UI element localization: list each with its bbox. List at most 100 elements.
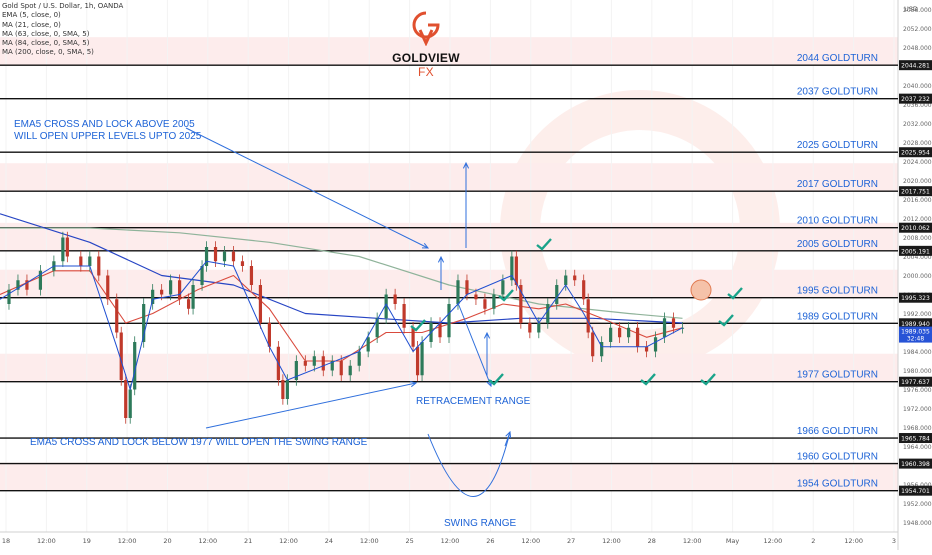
annotation-retracement: RETRACEMENT RANGE bbox=[416, 396, 531, 407]
candle-body-77 bbox=[635, 327, 640, 347]
candle-body-47 bbox=[393, 294, 397, 304]
level-label-2: 2025 GOLDTURN bbox=[797, 140, 878, 151]
y-tick-14: 2000.000 bbox=[903, 273, 932, 280]
candle-body-71 bbox=[586, 299, 590, 333]
level-price-6: 1995.323 bbox=[901, 295, 930, 302]
level-label-5: 2005 GOLDTURN bbox=[797, 239, 878, 250]
candle-body-34 bbox=[281, 380, 285, 399]
current-price-value: 1989.035 bbox=[901, 329, 930, 336]
level-label-1: 2037 GOLDTURN bbox=[797, 87, 878, 98]
y-tick-11: 2012.000 bbox=[903, 216, 932, 223]
level-label-7: 1989 GOLDTURN bbox=[797, 311, 878, 322]
candle-body-11 bbox=[106, 275, 110, 300]
arrow-swing-end-shaft bbox=[504, 431, 511, 447]
current-price-box bbox=[899, 326, 932, 343]
candle-body-10 bbox=[97, 256, 101, 276]
candle-body-44 bbox=[366, 337, 370, 352]
arrow-up-2025-head bbox=[462, 161, 470, 169]
y-tick-1: 2052.000 bbox=[903, 26, 932, 33]
currency-label: USD bbox=[904, 5, 918, 13]
legend-ma84: MA (84, close, 0, SMA, 5) bbox=[2, 39, 90, 48]
x-tick-3: 12:00 bbox=[118, 537, 137, 545]
candle-body-54 bbox=[447, 304, 451, 338]
y-tick-5: 2036.000 bbox=[903, 102, 932, 109]
arrow-lower-note-head bbox=[410, 381, 418, 388]
candle-body-40 bbox=[330, 361, 334, 371]
arrow-retrace-down-shaft bbox=[457, 302, 492, 387]
legend-ma200: MA (200, close, 0, SMA, 5) bbox=[2, 48, 94, 57]
candle-body-7 bbox=[65, 237, 69, 257]
candle-body-4 bbox=[38, 270, 43, 290]
level-label-6: 1995 GOLDTURN bbox=[797, 286, 878, 297]
chart-legend: Gold Spot / U.S. Dollar, 1h, OANDA EMA (… bbox=[2, 2, 123, 58]
candle-body-53 bbox=[438, 323, 442, 338]
candle-body-32 bbox=[267, 323, 271, 347]
level-price-box-2 bbox=[899, 147, 932, 158]
arrow-up-1-head bbox=[437, 255, 445, 263]
candle-body-16 bbox=[133, 342, 137, 390]
y-tick-23: 1964.000 bbox=[903, 444, 932, 451]
candle-body-25 bbox=[204, 247, 209, 266]
level-price-7: 1989.940 bbox=[901, 321, 930, 328]
y-tick-13: 2004.000 bbox=[903, 254, 932, 261]
candle-body-51 bbox=[420, 342, 424, 376]
y-tick-7: 2028.000 bbox=[903, 140, 932, 147]
check-mark-7 bbox=[718, 314, 734, 327]
candle-body-3 bbox=[25, 280, 29, 290]
price-axis-panel bbox=[898, 0, 932, 550]
candle-body-2 bbox=[16, 280, 20, 290]
level-shade-8 bbox=[0, 353, 898, 382]
x-tick-16: 28 bbox=[648, 537, 656, 545]
candle-body-79 bbox=[653, 337, 658, 352]
check-mark-0 bbox=[536, 238, 552, 251]
x-tick-7: 12:00 bbox=[279, 537, 298, 545]
candle-body-78 bbox=[644, 346, 649, 352]
highlight-circle bbox=[690, 279, 712, 301]
candle-body-6 bbox=[61, 237, 65, 262]
candle-body-19 bbox=[160, 289, 164, 295]
level-label-4: 2010 GOLDTURN bbox=[797, 216, 878, 227]
candle-body-9 bbox=[88, 256, 92, 266]
y-tick-26: 1952.000 bbox=[903, 501, 932, 508]
level-price-box-3 bbox=[899, 186, 932, 197]
candle-body-22 bbox=[186, 299, 191, 309]
candle-body-57 bbox=[474, 294, 478, 300]
candle-body-15 bbox=[128, 389, 132, 418]
arrow-upper-note-head bbox=[421, 242, 430, 249]
x-tick-19: 12:00 bbox=[764, 537, 783, 545]
goldview-logo-text: GOLDVIEW FX bbox=[392, 51, 460, 79]
candle-body-26 bbox=[213, 247, 218, 262]
legend-ema5: EMA (5, close, 0) bbox=[2, 11, 61, 20]
y-tick-4: 2040.000 bbox=[903, 83, 932, 90]
x-tick-10: 25 bbox=[405, 537, 413, 545]
ma200-line bbox=[0, 227, 683, 319]
arrow-swing-end-head bbox=[505, 430, 512, 439]
level-price-3: 2017.751 bbox=[901, 189, 930, 196]
level-price-8: 1977.637 bbox=[901, 379, 930, 386]
level-price-box-6 bbox=[899, 292, 932, 303]
y-tick-9: 2020.000 bbox=[903, 178, 932, 185]
x-tick-2: 19 bbox=[83, 537, 91, 545]
candle-body-21 bbox=[178, 280, 182, 300]
current-price-countdown: 32:48 bbox=[907, 336, 924, 343]
level-price-box-10 bbox=[899, 458, 932, 469]
candle-body-43 bbox=[357, 351, 361, 366]
level-price-box-11 bbox=[899, 485, 932, 496]
y-tick-19: 1980.000 bbox=[903, 368, 932, 375]
level-label-10: 1960 GOLDTURN bbox=[797, 452, 878, 463]
candle-body-59 bbox=[492, 294, 496, 309]
candle-body-56 bbox=[465, 280, 469, 295]
candle-body-72 bbox=[591, 332, 595, 357]
level-price-9: 1965.784 bbox=[901, 436, 930, 443]
candle-body-8 bbox=[79, 256, 83, 266]
annotation-upper-line2: WILL OPEN UPPER LEVELS UPTO 2025 bbox=[14, 131, 202, 142]
arrow-retrace-up-head bbox=[483, 331, 491, 339]
check-mark-3 bbox=[488, 373, 504, 386]
level-label-11: 1954 GOLDTURN bbox=[797, 479, 878, 490]
y-tick-8: 2024.000 bbox=[903, 159, 932, 166]
candle-body-74 bbox=[609, 327, 613, 342]
level-label-8: 1977 GOLDTURN bbox=[797, 370, 878, 381]
level-price-0: 2044.281 bbox=[901, 63, 930, 70]
